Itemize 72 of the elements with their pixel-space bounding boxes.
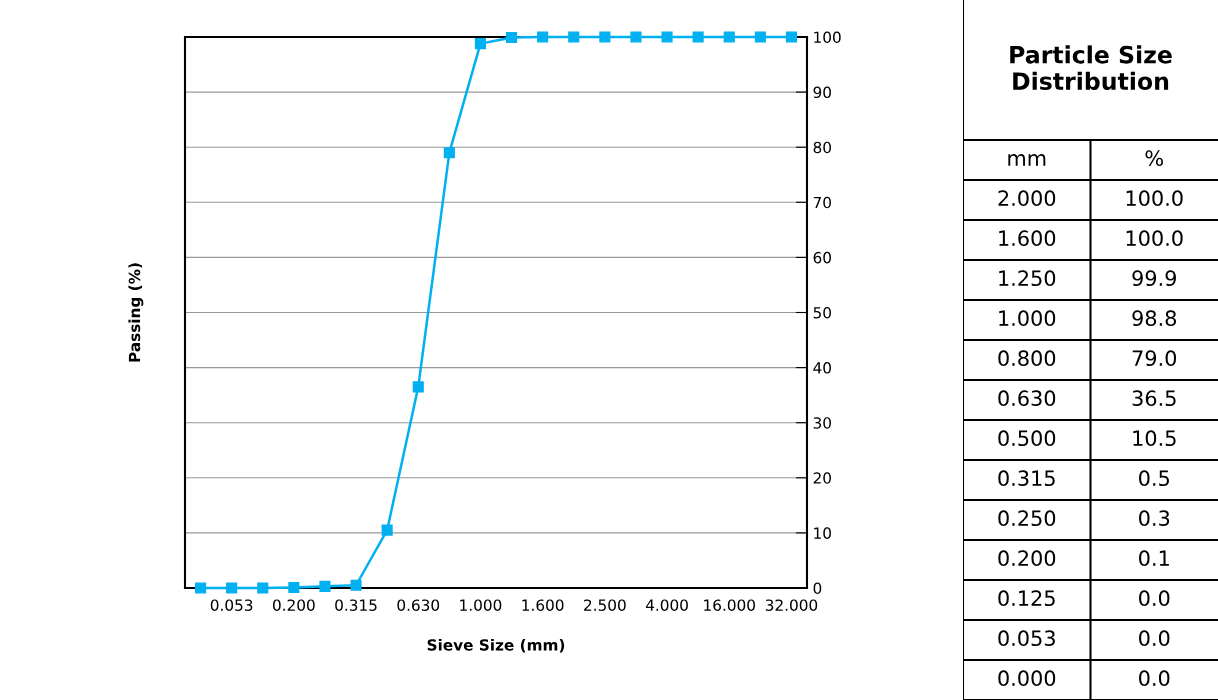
y-tick-label: 100 bbox=[814, 31, 841, 44]
x-tick-label: 1.000 bbox=[460, 599, 502, 611]
text: 0.0 bbox=[1139, 670, 1170, 687]
text: mm bbox=[1008, 154, 1046, 166]
y-tick-label: 40 bbox=[813, 362, 831, 374]
x-tick-label: 1.600 bbox=[522, 599, 564, 611]
category-label: 2.000 bbox=[998, 190, 1056, 207]
point bbox=[630, 31, 642, 43]
category-label: 0.800 bbox=[998, 350, 1056, 367]
y-tick-label: 20 bbox=[813, 472, 831, 484]
x-tick-label: 2.500 bbox=[584, 599, 626, 611]
text: 36.5 bbox=[1132, 390, 1176, 407]
text: 10.5 bbox=[1133, 430, 1176, 447]
x-tick-label: 32.000 bbox=[765, 599, 818, 611]
x-tick-label: 0.200 bbox=[272, 599, 315, 611]
category-label: 0.200 bbox=[998, 550, 1056, 567]
x-axis-title: Sieve Size (mm) bbox=[427, 638, 565, 653]
x-tick-label: 0.630 bbox=[397, 599, 440, 611]
category-label: 0.315 bbox=[998, 470, 1055, 487]
point bbox=[257, 582, 269, 594]
text: % bbox=[1145, 150, 1163, 167]
text: 0.3 bbox=[1139, 510, 1170, 527]
y-tick-label: 50 bbox=[813, 306, 831, 319]
point bbox=[505, 31, 518, 44]
point bbox=[412, 381, 424, 393]
y-tick-label: 70 bbox=[813, 196, 831, 209]
point bbox=[723, 31, 735, 43]
category-label: 1.250 bbox=[999, 270, 1056, 287]
point bbox=[785, 31, 798, 43]
y-tick-label: 90 bbox=[813, 86, 831, 99]
y-axis-title: Passing (%) bbox=[128, 263, 144, 362]
category-label: 0.053 bbox=[998, 630, 1055, 647]
point bbox=[568, 31, 580, 43]
y-tick-label: 10 bbox=[814, 527, 831, 539]
text: 100.0 bbox=[1126, 230, 1183, 247]
text: 0.1 bbox=[1139, 550, 1169, 567]
x-tick-label: 16.000 bbox=[704, 599, 755, 611]
category-label: 0.125 bbox=[998, 590, 1055, 607]
category-label: 0.500 bbox=[998, 430, 1056, 447]
point bbox=[754, 31, 766, 43]
point bbox=[599, 31, 611, 43]
text: 100.0 bbox=[1126, 190, 1183, 207]
point bbox=[381, 524, 393, 536]
text: 0.5 bbox=[1139, 470, 1169, 487]
text: 0.0 bbox=[1139, 630, 1170, 647]
text: 79.0 bbox=[1132, 350, 1177, 367]
point bbox=[226, 582, 238, 594]
point bbox=[692, 31, 704, 43]
x-tick-label: 4.000 bbox=[645, 599, 688, 611]
y-tick-label: 80 bbox=[813, 141, 831, 154]
x-tick-label: 0.053 bbox=[210, 599, 253, 611]
y-tick-label: 0 bbox=[813, 582, 822, 595]
point bbox=[194, 582, 207, 594]
point bbox=[288, 581, 300, 594]
point bbox=[537, 31, 549, 43]
point bbox=[319, 580, 331, 592]
text: 99.9 bbox=[1132, 270, 1176, 287]
point bbox=[474, 38, 487, 50]
text: 98.8 bbox=[1132, 310, 1177, 327]
x-tick-label: 0.315 bbox=[335, 599, 377, 611]
category-label: 0.000 bbox=[998, 670, 1056, 687]
point bbox=[443, 147, 455, 159]
category-label: 0.250 bbox=[998, 510, 1056, 527]
point bbox=[350, 579, 362, 591]
text: 0.0 bbox=[1139, 590, 1170, 607]
point bbox=[661, 31, 673, 43]
category-label: 1.000 bbox=[999, 310, 1056, 327]
category-label: 1.600 bbox=[999, 230, 1056, 247]
y-tick-label: 60 bbox=[813, 251, 831, 264]
category-label: 0.630 bbox=[998, 390, 1056, 407]
y-tick-label: 30 bbox=[813, 417, 831, 429]
text: Particle Size Distribution bbox=[1010, 45, 1172, 91]
